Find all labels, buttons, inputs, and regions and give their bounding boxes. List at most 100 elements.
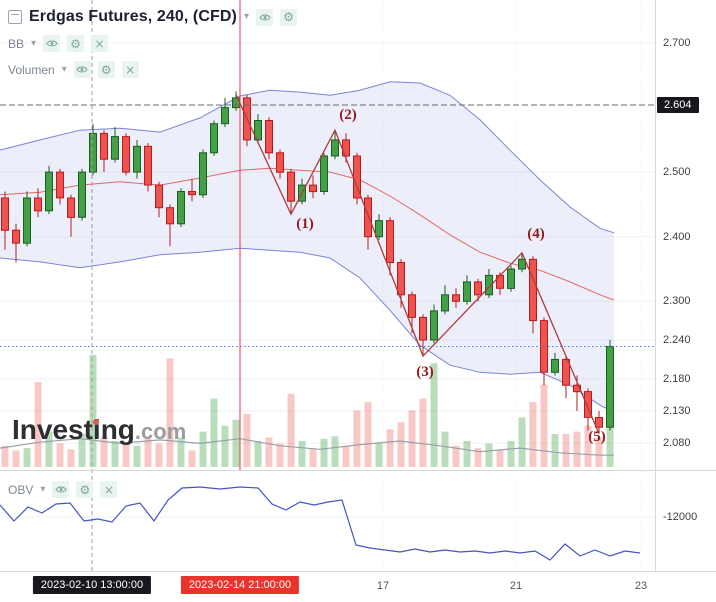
candle-up xyxy=(210,123,218,154)
volume-bar xyxy=(199,431,207,467)
volume-bar xyxy=(331,436,339,467)
candle-down xyxy=(573,384,581,393)
gear-icon: ⚙ xyxy=(79,482,91,497)
price-tick-label: 2.240 xyxy=(663,334,691,346)
volume-bar xyxy=(111,441,119,467)
chevron-down-icon[interactable]: ▾ xyxy=(61,63,67,75)
price-tick-label: 2.300 xyxy=(663,295,691,308)
candle-up xyxy=(45,171,53,212)
close-icon: × xyxy=(94,36,105,51)
indicator-label-volume[interactable]: Volumen xyxy=(8,62,55,77)
volume-bar xyxy=(23,448,31,467)
time-badge: 2023-02-10 13:00:00 xyxy=(32,576,152,594)
volume-bar xyxy=(353,410,361,467)
price-tick-label: 2.700 xyxy=(663,37,691,49)
eye-icon xyxy=(258,13,271,21)
volume-bar xyxy=(45,431,53,467)
volume-bar xyxy=(155,443,163,467)
volume-bar xyxy=(463,441,471,467)
visibility-toggle-button[interactable] xyxy=(43,35,61,52)
wave-label: (3) xyxy=(416,364,434,380)
close-icon: × xyxy=(125,62,136,77)
chevron-down-icon[interactable]: ▾ xyxy=(31,37,37,49)
remove-button[interactable]: × xyxy=(100,481,118,498)
volume-bar xyxy=(474,448,482,467)
settings-button[interactable]: ⚙ xyxy=(76,481,94,498)
settings-button[interactable]: ⚙ xyxy=(280,8,298,26)
visibility-toggle-button[interactable] xyxy=(256,8,274,26)
indicator-row-bb: BB ▾ ⚙ × xyxy=(8,35,297,52)
candle-down xyxy=(562,358,570,386)
volume-bar xyxy=(364,402,372,467)
candle-down xyxy=(287,171,295,202)
candle-down xyxy=(265,120,273,154)
candle-down xyxy=(364,197,372,238)
candle-down xyxy=(144,145,152,186)
volume-bar xyxy=(221,425,229,467)
candle-up xyxy=(177,191,185,225)
candle-up xyxy=(551,358,559,373)
volume-bar xyxy=(595,437,603,467)
volume-bar xyxy=(177,437,185,467)
price-axis[interactable]: 2.700 2.604 2.500 2.400 2.300 2.240 2.180 2.130… xyxy=(656,0,716,602)
candle-up xyxy=(133,145,141,173)
indicator-label-bb[interactable]: BB xyxy=(8,36,25,51)
symbol-title[interactable]: Erdgas Futures, 240, (CFD) xyxy=(29,8,237,25)
candle-down xyxy=(397,262,405,296)
candle-up xyxy=(518,258,526,270)
settings-button[interactable]: ⚙ xyxy=(97,61,115,78)
candle-down xyxy=(67,197,75,218)
bollinger-lower-line xyxy=(0,247,615,413)
wave-label: (2) xyxy=(339,107,357,123)
visibility-toggle-button[interactable] xyxy=(52,481,70,498)
gear-icon: ⚙ xyxy=(100,62,112,77)
volume-bar xyxy=(144,438,152,467)
time-tick-label: 17 xyxy=(376,580,390,592)
candle-up xyxy=(606,346,614,428)
price-tick-label: 2.080 xyxy=(663,437,691,450)
volume-bar xyxy=(320,438,328,467)
settings-button[interactable]: ⚙ xyxy=(67,35,85,52)
candle-up xyxy=(485,274,493,296)
time-axis[interactable]: 2023-02-10 13:00:00 2023-02-14 21:00:00 17… xyxy=(0,572,716,602)
candle-up xyxy=(463,281,471,302)
volume-bar xyxy=(276,443,284,467)
candle-up xyxy=(111,136,119,160)
volume-bar xyxy=(232,419,240,467)
symbol-row: Erdgas Futures, 240, (CFD) ▾ ⚙ xyxy=(8,8,298,26)
volume-bar xyxy=(507,441,515,467)
remove-button[interactable]: × xyxy=(91,35,109,52)
watermark-brand-text: Investing xyxy=(12,414,135,445)
candle-down xyxy=(122,136,130,173)
logo-dot-icon xyxy=(93,419,99,425)
candle-down xyxy=(155,184,163,209)
visibility-toggle-button[interactable] xyxy=(73,61,91,78)
candle-up xyxy=(23,197,31,244)
window-icon xyxy=(8,10,22,24)
close-icon: × xyxy=(103,482,114,497)
volume-bar xyxy=(452,445,460,467)
volume-bar xyxy=(89,354,97,467)
candle-up xyxy=(78,171,86,218)
candle-down xyxy=(419,316,427,341)
obv-line xyxy=(0,486,641,561)
wave-label: (5) xyxy=(588,429,606,445)
candle-down xyxy=(496,274,504,289)
candle-up xyxy=(221,107,229,125)
candle-down xyxy=(34,197,42,212)
eye-icon xyxy=(55,486,67,493)
volume-bar xyxy=(408,410,416,467)
volume-bar xyxy=(375,443,383,467)
bollinger-band-fill xyxy=(0,81,614,413)
price-tick-label: 2.130 xyxy=(663,405,691,417)
price-tick-label: 2.180 xyxy=(663,372,691,385)
chevron-down-icon[interactable]: ▾ xyxy=(40,483,46,495)
remove-button[interactable]: × xyxy=(121,61,139,78)
gear-icon: ⚙ xyxy=(283,10,294,24)
volume-bar xyxy=(100,436,108,467)
chevron-down-icon[interactable]: ▾ xyxy=(243,11,250,22)
volume-bar xyxy=(386,429,394,467)
indicator-label-obv[interactable]: OBV xyxy=(8,482,34,497)
